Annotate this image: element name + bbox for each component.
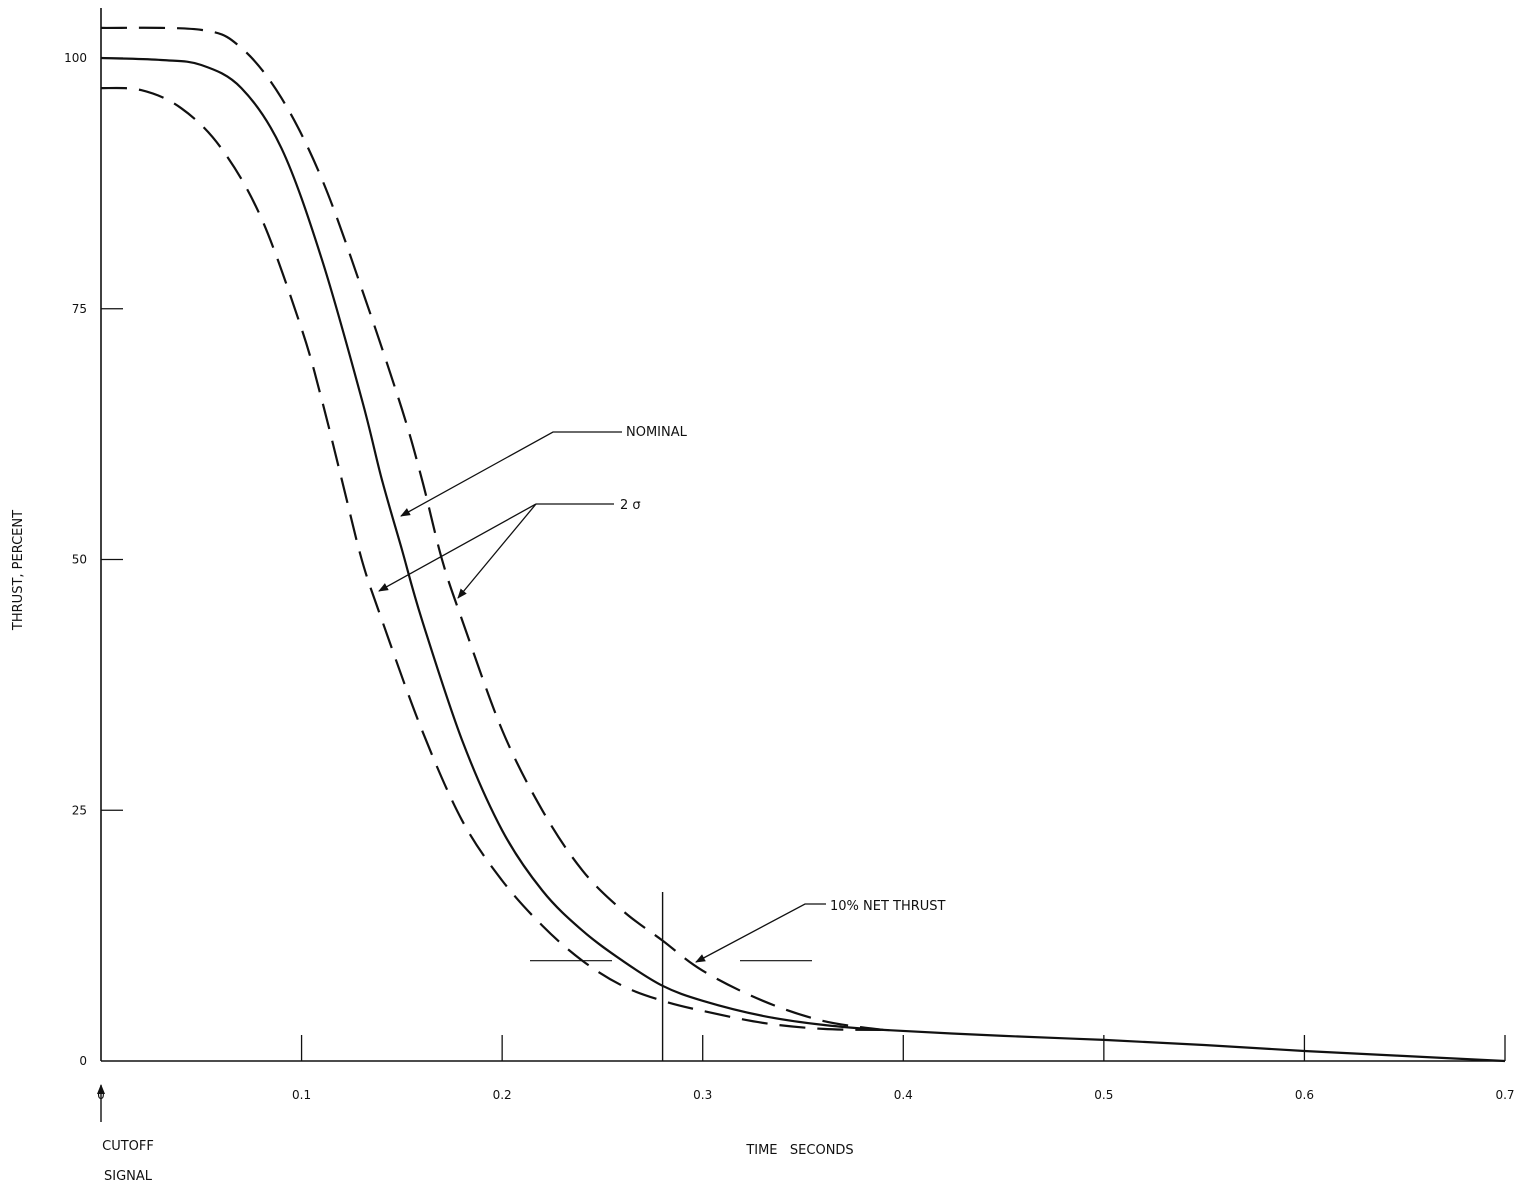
y-axis-label: THRUST, PERCENT [11, 510, 26, 631]
sigma-leader-upper [457, 503, 537, 599]
y-tick-label: 75 [72, 302, 87, 316]
sigma-leader-lower [378, 503, 537, 592]
series-2sigma-lower-line [100, 86, 884, 1031]
axes [100, 8, 1505, 1062]
net-thrust-leader [695, 903, 826, 963]
x-tick-label: 0.1 [292, 1088, 311, 1102]
series-nominal-line [100, 56, 1506, 1063]
x-tick-label: 0.7 [1495, 1088, 1514, 1102]
x-tick-label: 0.5 [1094, 1088, 1113, 1102]
x-tick-label: 0.2 [493, 1088, 512, 1102]
net-thrust-label: 10% NET THRUST [830, 899, 946, 914]
y-tick-label: 50 [72, 553, 87, 567]
annotations: 10% NET THRUST NOMINAL 2 σ CUTOFF SIGNAL [97, 425, 946, 1184]
series-lines [100, 26, 1506, 1063]
y-tick-label: 25 [72, 803, 87, 817]
nominal-label: NOMINAL [626, 425, 688, 440]
nominal-leader [400, 431, 622, 517]
series-2sigma-upper-line [100, 26, 884, 1031]
x-tick-label: 0.4 [894, 1088, 913, 1102]
y-tick-label: 100 [64, 51, 87, 65]
cutoff-label-line2: SIGNAL [104, 1169, 153, 1184]
x-tick-label: 0.3 [693, 1088, 712, 1102]
x-axis-label: TIME SECONDS [745, 1143, 853, 1158]
x-axis-ticks: 00.10.20.30.40.50.60.7 [97, 1035, 1515, 1102]
x-tick-label: 0.6 [1295, 1088, 1314, 1102]
sigma-label: 2 σ [620, 498, 641, 513]
cutoff-label-line1: CUTOFF [102, 1139, 154, 1154]
y-axis-ticks: 0 25 50 75 100 [64, 51, 123, 1068]
y-tick-label: 0 [79, 1054, 87, 1068]
